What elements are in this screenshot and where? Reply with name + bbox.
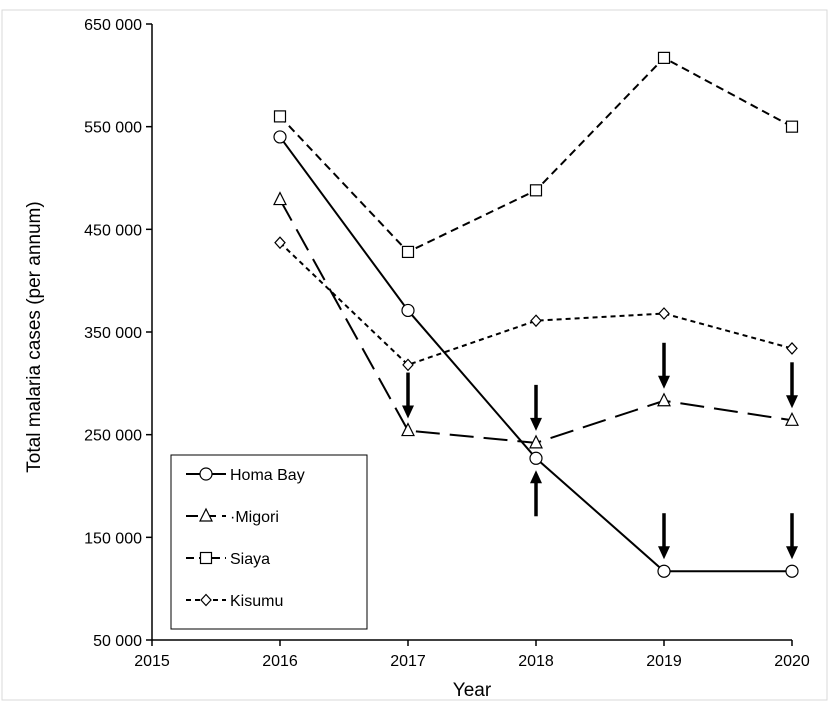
- x-tick-label: 2015: [134, 653, 170, 670]
- legend-marker: [199, 551, 213, 565]
- data-point-homa-bay: [273, 130, 287, 144]
- arrow-down-icon: [658, 375, 670, 389]
- y-tick-label: 50 000: [93, 633, 142, 650]
- data-point-kisumu: [402, 358, 414, 372]
- data-point-siaya: [657, 51, 671, 64]
- y-axis-title: Total malaria cases (per annum): [24, 201, 45, 472]
- y-tick-label: 650 000: [84, 17, 142, 34]
- arrow-up-icon: [530, 470, 542, 484]
- data-point-migori: [401, 422, 415, 437]
- arrow-down-icon: [786, 546, 798, 560]
- data-point-siaya: [401, 245, 415, 259]
- data-point-migori: [529, 434, 543, 449]
- data-point-homa-bay: [657, 564, 671, 578]
- arrow-down-icon: [658, 546, 670, 560]
- x-tick-label: 2018: [518, 653, 554, 670]
- data-point-homa-bay: [785, 564, 799, 578]
- y-tick-label: 250 000: [84, 428, 142, 445]
- legend-label: Homa Bay: [230, 467, 305, 484]
- data-point-migori: [785, 411, 799, 426]
- arrow-down-icon: [530, 417, 542, 431]
- legend-label: Siaya: [230, 551, 270, 568]
- y-tick-label: 350 000: [84, 325, 142, 342]
- legend-label: Kisumu: [230, 593, 283, 610]
- series-line-kisumu: [279, 241, 793, 366]
- data-point-migori: [657, 392, 671, 407]
- legend-marker: [199, 507, 213, 522]
- arrow-down-icon: [402, 405, 414, 419]
- x-tick-label: 2017: [390, 653, 426, 670]
- data-point-siaya: [273, 110, 287, 123]
- data-point-kisumu: [530, 314, 542, 328]
- data-point-homa-bay: [401, 303, 415, 318]
- series-line-siaya: [279, 56, 793, 254]
- data-point-homa-bay: [529, 451, 543, 465]
- y-tick-label: 450 000: [84, 222, 142, 239]
- data-point-siaya: [529, 184, 543, 197]
- x-tick-label: 2020: [774, 653, 810, 670]
- arrow-down-icon: [786, 395, 798, 409]
- data-point-siaya: [785, 120, 799, 133]
- y-tick-label: 150 000: [84, 530, 142, 547]
- legend-marker: [200, 593, 212, 607]
- data-point-kisumu: [658, 307, 670, 320]
- y-tick-label: 550 000: [84, 120, 142, 137]
- legend-marker: [199, 467, 213, 481]
- x-axis-title: Year: [453, 680, 492, 701]
- chart-frame: [1, 9, 828, 701]
- x-tick-label: 2016: [262, 653, 298, 670]
- data-point-kisumu: [786, 342, 798, 355]
- x-tick-label: 2019: [646, 653, 682, 670]
- data-point-migori: [273, 191, 287, 206]
- data-point-kisumu: [274, 236, 286, 250]
- legend-label: ·Migori: [230, 509, 279, 526]
